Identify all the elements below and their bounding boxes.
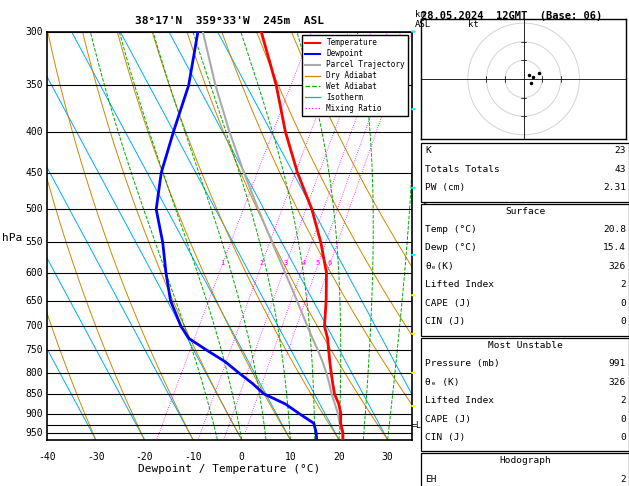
Text: 30: 30: [382, 452, 394, 462]
Text: hPa: hPa: [3, 233, 23, 243]
Text: 750: 750: [25, 346, 43, 355]
Text: 8: 8: [421, 27, 427, 36]
Text: 43: 43: [615, 165, 626, 174]
Text: © weatheronline.co.uk: © weatheronline.co.uk: [469, 471, 582, 480]
Text: 10: 10: [284, 452, 296, 462]
Text: 5: 5: [316, 260, 320, 265]
Text: Pressure (mb): Pressure (mb): [425, 359, 500, 368]
Text: Surface: Surface: [505, 207, 545, 216]
Text: -10: -10: [184, 452, 202, 462]
Text: PW (cm): PW (cm): [425, 183, 465, 192]
Text: K: K: [425, 146, 431, 156]
Text: 300: 300: [25, 27, 43, 36]
Text: =LCL: =LCL: [412, 421, 432, 430]
Text: 2: 2: [421, 368, 427, 377]
Text: 28.05.2024  12GMT  (Base: 06): 28.05.2024 12GMT (Base: 06): [421, 11, 603, 21]
Text: 38°17'N  359°33'W  245m  ASL: 38°17'N 359°33'W 245m ASL: [135, 16, 324, 26]
Text: 850: 850: [25, 389, 43, 399]
Text: 4: 4: [301, 260, 306, 265]
Text: 0: 0: [620, 415, 626, 424]
Text: 326: 326: [609, 262, 626, 271]
Text: 15.4: 15.4: [603, 243, 626, 253]
Text: 550: 550: [25, 238, 43, 247]
Text: 991: 991: [609, 359, 626, 368]
Text: 2: 2: [620, 280, 626, 290]
Text: Most Unstable: Most Unstable: [488, 341, 562, 350]
Text: 5: 5: [421, 250, 427, 260]
Text: 2: 2: [259, 260, 264, 265]
Legend: Temperature, Dewpoint, Parcel Trajectory, Dry Adiabat, Wet Adiabat, Isotherm, Mi: Temperature, Dewpoint, Parcel Trajectory…: [302, 35, 408, 116]
Text: 0: 0: [239, 452, 245, 462]
Text: 4: 4: [421, 291, 427, 300]
Text: 450: 450: [25, 168, 43, 178]
Text: CAPE (J): CAPE (J): [425, 299, 471, 308]
Text: 950: 950: [25, 428, 43, 437]
Text: km
ASL: km ASL: [415, 10, 431, 29]
Text: 23: 23: [615, 146, 626, 156]
Text: Mixing Ratio (g/kg): Mixing Ratio (g/kg): [425, 185, 434, 287]
Text: 6: 6: [421, 183, 427, 192]
Text: 2: 2: [620, 396, 626, 405]
Text: Lifted Index: Lifted Index: [425, 280, 494, 290]
Text: 0: 0: [620, 317, 626, 327]
Text: CAPE (J): CAPE (J): [425, 415, 471, 424]
Text: Dewpoint / Temperature (°C): Dewpoint / Temperature (°C): [138, 464, 321, 474]
Text: 2.31: 2.31: [603, 183, 626, 192]
Text: 6: 6: [328, 260, 331, 265]
Text: 1: 1: [421, 401, 427, 411]
Text: 3: 3: [421, 329, 427, 338]
Text: 700: 700: [25, 321, 43, 331]
Text: 650: 650: [25, 295, 43, 306]
Text: 20: 20: [333, 452, 345, 462]
Text: Dewp (°C): Dewp (°C): [425, 243, 477, 253]
Text: kt: kt: [468, 20, 479, 29]
Text: 500: 500: [25, 204, 43, 214]
Text: θₑ (K): θₑ (K): [425, 378, 460, 387]
Text: Lifted Index: Lifted Index: [425, 396, 494, 405]
Text: 900: 900: [25, 409, 43, 419]
Text: Totals Totals: Totals Totals: [425, 165, 500, 174]
Text: -30: -30: [87, 452, 104, 462]
Text: 600: 600: [25, 268, 43, 278]
Text: CIN (J): CIN (J): [425, 433, 465, 442]
Text: -40: -40: [38, 452, 56, 462]
Text: 2: 2: [620, 475, 626, 484]
Text: 7: 7: [421, 104, 427, 114]
Text: θₑ(K): θₑ(K): [425, 262, 454, 271]
Text: CIN (J): CIN (J): [425, 317, 465, 327]
Text: Temp (°C): Temp (°C): [425, 225, 477, 234]
Text: 3: 3: [284, 260, 287, 265]
Text: 0: 0: [620, 299, 626, 308]
Text: 400: 400: [25, 127, 43, 137]
Text: 0: 0: [620, 433, 626, 442]
Text: Hodograph: Hodograph: [499, 456, 551, 466]
Text: 20.8: 20.8: [603, 225, 626, 234]
Text: -20: -20: [136, 452, 153, 462]
Text: 350: 350: [25, 80, 43, 90]
Text: 326: 326: [609, 378, 626, 387]
Text: EH: EH: [425, 475, 437, 484]
Text: 1: 1: [220, 260, 224, 265]
Text: 800: 800: [25, 368, 43, 378]
